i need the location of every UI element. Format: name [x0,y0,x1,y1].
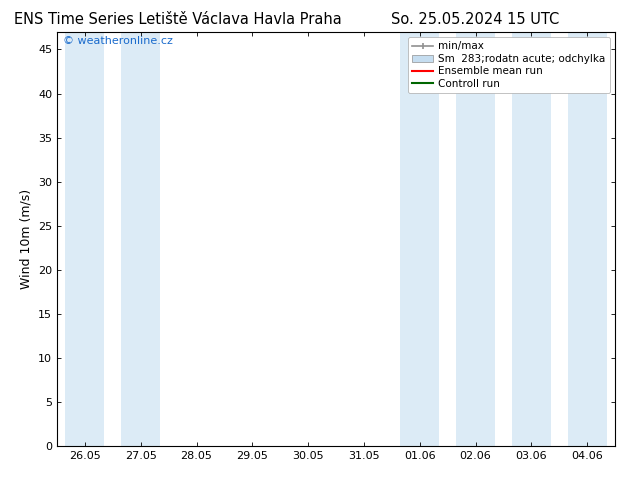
Text: © weatheronline.cz: © weatheronline.cz [63,36,172,46]
Text: So. 25.05.2024 15 UTC: So. 25.05.2024 15 UTC [391,12,560,27]
Bar [567,32,607,446]
Y-axis label: Wind 10m (m/s): Wind 10m (m/s) [20,189,32,289]
Bar [400,32,439,446]
Bar [456,32,495,446]
Bar [65,32,105,446]
Text: ENS Time Series Letiště Václava Havla Praha: ENS Time Series Letiště Václava Havla Pr… [14,12,341,27]
Bar [121,32,160,446]
Legend: min/max, Sm  283;rodatn acute; odchylka, Ensemble mean run, Controll run: min/max, Sm 283;rodatn acute; odchylka, … [408,37,610,93]
Bar [512,32,551,446]
